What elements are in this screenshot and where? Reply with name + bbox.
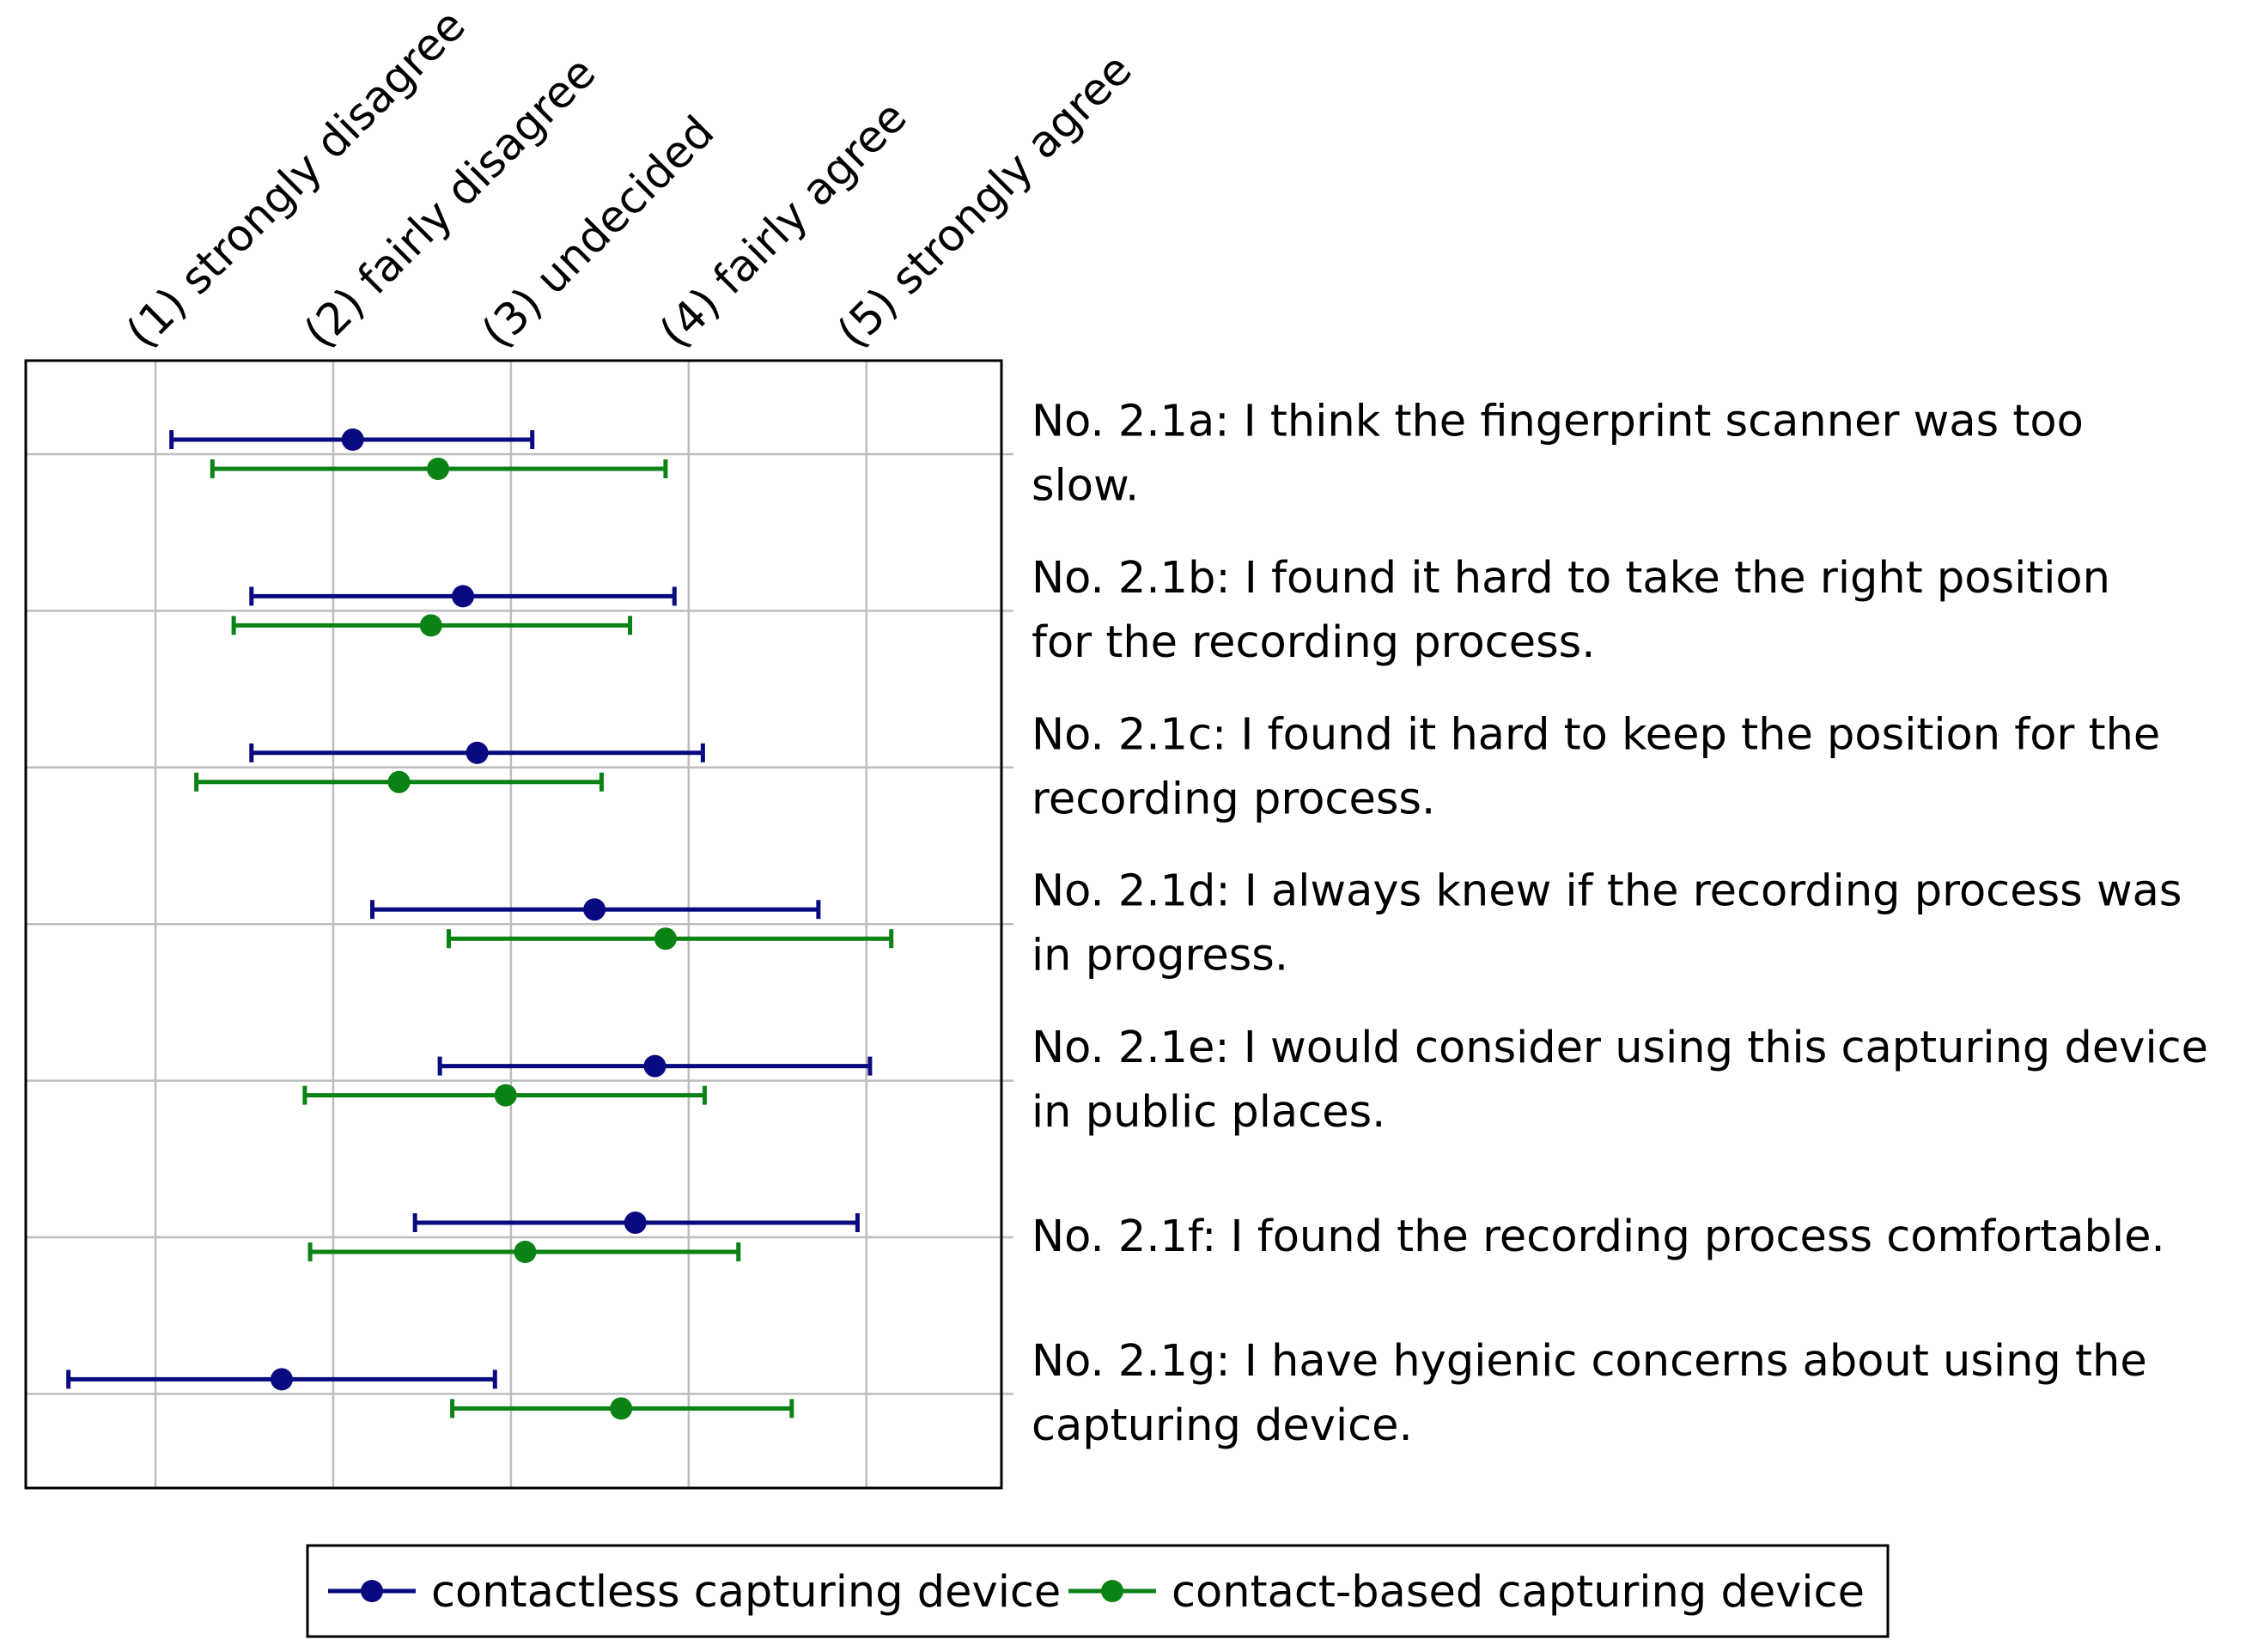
question-label: capturing device. [1032,1400,1413,1451]
x-tick-label: (1) strongly disagree [118,0,476,358]
error-bar [307,1241,741,1263]
question-label: No. 2.1b: I found it hard to take the ri… [1032,553,2110,604]
error-bar [450,1397,794,1420]
question-labels: No. 2.1a: I think the fingerprint scanne… [1032,397,2208,1451]
mean-marker [387,770,411,793]
error-bar [249,741,705,764]
mean-marker [466,741,489,764]
question-label: recording process. [1032,774,1435,824]
question-label: No. 2.1g: I have hygienic concerns about… [1032,1336,2147,1387]
mean-marker [643,1054,666,1078]
mean-marker [654,927,677,951]
mean-marker [270,1368,293,1391]
mean-marker [514,1241,537,1263]
error-bar [369,898,821,921]
legend: contactless capturing device contact-base… [306,1544,1890,1638]
question-label: in progress. [1032,931,1288,981]
legend-entry: contactless capturing device [328,1567,1061,1618]
grid-lines [26,361,1013,1488]
error-bar [194,770,604,793]
question-label: in public places. [1032,1087,1385,1138]
error-bar [210,458,668,480]
error-bar [437,1054,873,1078]
mean-marker [624,1212,647,1234]
mean-marker [583,898,606,921]
mean-marker [427,458,450,480]
question-label: No. 2.1a: I think the fingerprint scanne… [1032,397,2084,447]
legend-label: contact-based capturing device [1172,1567,1865,1618]
error-bar [249,585,677,608]
mean-marker [494,1084,517,1107]
x-tick-label: (5) strongly agree [828,45,1141,358]
error-bar [169,428,535,451]
x-tick-label: (2) fairly disagree [295,47,606,358]
question-label: No. 2.1d: I always knew if the recording… [1032,866,2182,917]
error-bar [302,1084,707,1107]
error-bar [66,1368,497,1391]
mean-marker [610,1397,633,1420]
question-label: for the recording process. [1032,617,1595,668]
x-tick-labels: (1) strongly disagree(2) fairly disagree… [118,0,1142,358]
error-bars [66,428,894,1420]
question-label: No. 2.1c: I found it hard to keep the po… [1032,709,2160,760]
legend-marker [1101,1580,1123,1602]
error-bar [446,927,894,951]
plot-frame [24,359,1003,1490]
question-label: No. 2.1e: I would consider using this ca… [1032,1023,2208,1073]
error-bar [231,614,633,637]
mean-marker [452,585,475,608]
error-bar [412,1212,860,1234]
legend-marker [361,1580,383,1602]
legend-label: contactless capturing device [431,1567,1061,1618]
mean-marker [419,614,442,637]
mean-marker [341,428,364,451]
question-label: No. 2.1f: I found the recording process … [1032,1212,2165,1262]
question-label: slow. [1032,461,1139,512]
legend-entry: contact-based capturing device [1068,1567,1865,1618]
